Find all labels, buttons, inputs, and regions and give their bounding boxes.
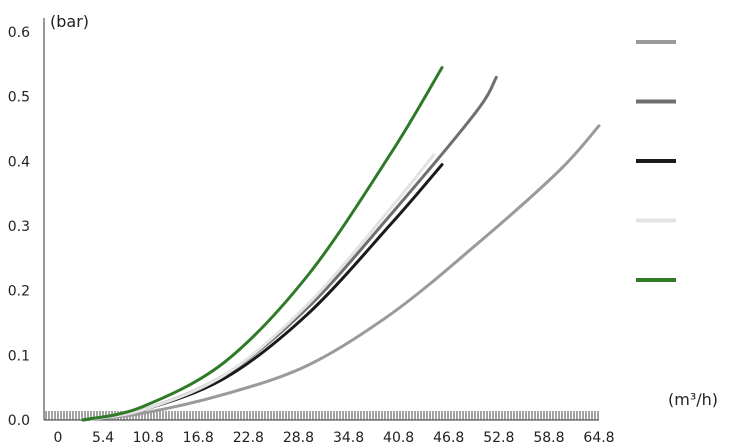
y-axis-unit-label: (bar) xyxy=(50,12,89,31)
series-line-1 xyxy=(81,124,601,422)
series-lines xyxy=(81,66,601,422)
y-tick-label: 0.3 xyxy=(8,219,30,235)
y-tick-label: 0.6 xyxy=(8,25,30,41)
x-axis-unit-label: (m³/h) xyxy=(668,390,718,409)
x-tick-label: 40.8 xyxy=(383,430,414,446)
legend xyxy=(636,40,676,282)
y-tick-label: 0.0 xyxy=(8,413,30,429)
y-tick-label: 0.2 xyxy=(8,284,30,300)
x-tick-label: 5.4 xyxy=(92,430,114,446)
x-tick-label: 16.8 xyxy=(183,430,214,446)
x-tick-label: 22.8 xyxy=(233,430,264,446)
series-line-5 xyxy=(81,66,444,422)
x-tick-labels: 0 5.4 10.8 16.8 22.8 28.8 34.8 40.8 46.8 52.8 58.8… xyxy=(54,430,615,446)
y-tick-label: 0.4 xyxy=(8,154,30,170)
x-tick-label: 0 xyxy=(54,430,63,446)
x-tick-label: 52.8 xyxy=(483,430,514,446)
x-tick-label: 58.8 xyxy=(533,430,564,446)
y-tick-labels: 0.0 0.1 0.2 0.3 0.4 0.5 0.6 xyxy=(8,25,30,429)
y-tick-label: 0.5 xyxy=(8,90,30,106)
series-line-2 xyxy=(81,75,498,422)
x-tick-label: 64.8 xyxy=(583,430,614,446)
y-axis: 0.0 0.1 0.2 0.3 0.4 0.5 0.6 xyxy=(8,18,45,429)
x-tick-label: 28.8 xyxy=(283,430,314,446)
y-tick-label: 0.1 xyxy=(8,348,30,364)
x-tick-label: 10.8 xyxy=(133,430,164,446)
series-line-4 xyxy=(81,153,436,422)
x-tick-label: 34.8 xyxy=(333,430,364,446)
x-tick-label: 46.8 xyxy=(433,430,464,446)
